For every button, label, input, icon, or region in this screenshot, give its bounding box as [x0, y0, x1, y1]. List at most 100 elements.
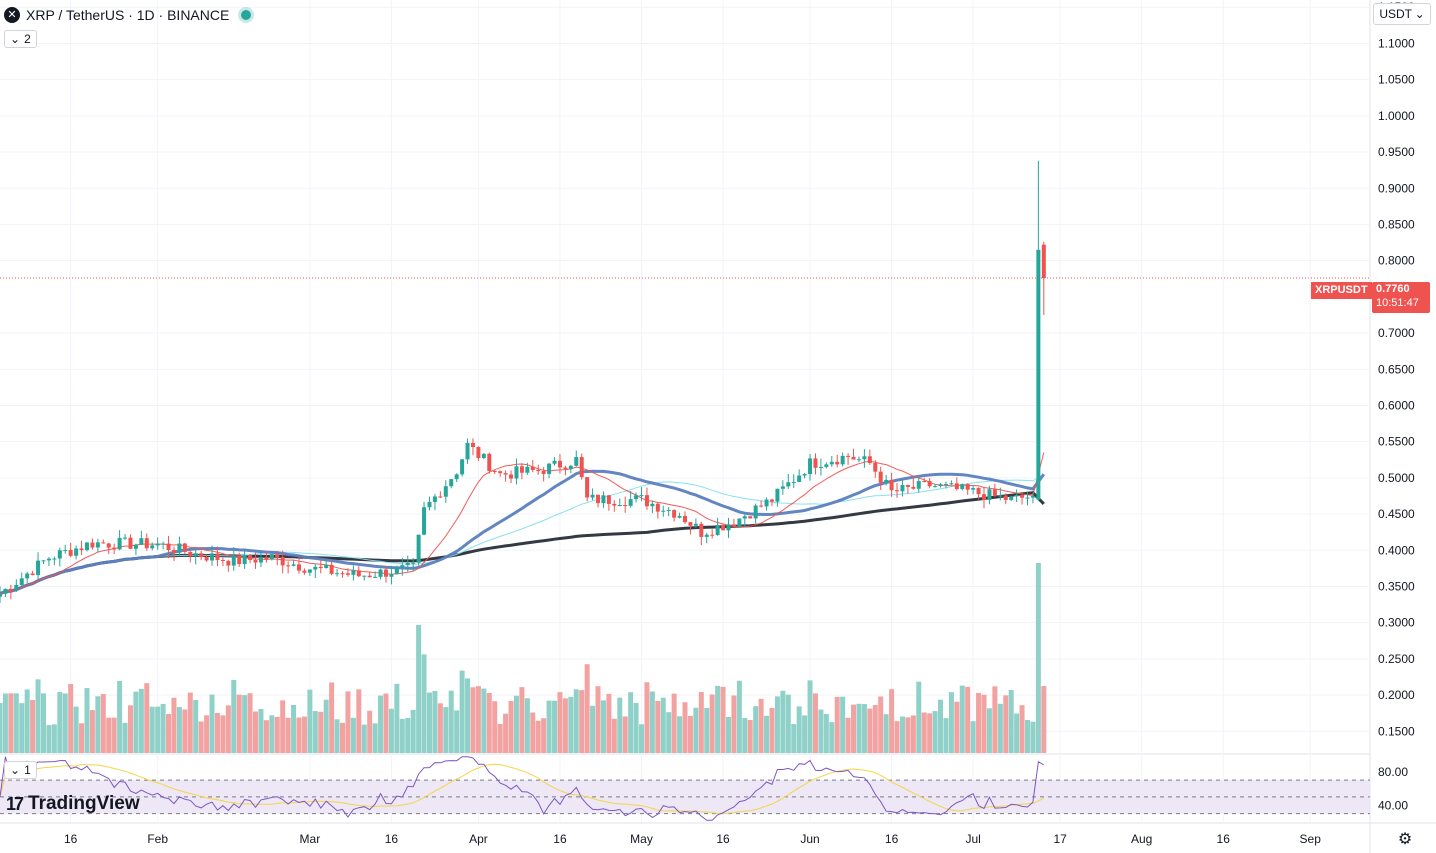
candle-body	[95, 542, 100, 548]
x-tick-label: 16	[553, 832, 567, 846]
candle-body	[460, 459, 465, 475]
candle-body	[1020, 495, 1025, 498]
volume-bar	[856, 703, 862, 753]
candle-body	[84, 542, 89, 551]
candle-body	[536, 470, 541, 472]
candle-body	[900, 484, 905, 492]
candle-body	[112, 547, 117, 550]
candle-body	[748, 516, 753, 519]
candle-body	[579, 457, 584, 478]
volume-bar	[405, 717, 411, 753]
candle-body	[525, 466, 530, 473]
x-tick-label: Apr	[469, 832, 488, 846]
volume-bar	[399, 718, 405, 753]
candle-body	[41, 560, 46, 562]
candle-body	[813, 458, 818, 468]
volume-bar	[62, 693, 68, 753]
candle-body	[139, 538, 144, 545]
volume-bar	[356, 689, 362, 753]
symbol-header[interactable]: ✕ XRP / TetherUS · 1D · BINANCE	[4, 4, 252, 26]
x-tick-label: Mar	[300, 832, 321, 846]
volume-bar	[176, 707, 182, 753]
volume-bar	[13, 693, 19, 753]
volume-bar	[242, 695, 248, 753]
volume-bar	[220, 715, 226, 753]
volume-bar	[519, 687, 525, 753]
volume-bar	[426, 692, 432, 753]
candle-body	[519, 466, 524, 473]
brand-name: TradingView	[28, 793, 140, 814]
candle-body	[432, 496, 437, 502]
candle-body	[25, 573, 30, 579]
volume-bar	[764, 715, 770, 753]
last-price-box: 0.7760 10:51:47	[1372, 282, 1430, 313]
candle-body	[655, 503, 660, 512]
volume-bar	[35, 679, 41, 753]
candle-body	[487, 453, 492, 472]
volume-bar	[899, 716, 905, 753]
volume-bar	[437, 703, 443, 753]
candle-body	[335, 573, 340, 575]
candle-body	[1036, 249, 1041, 500]
candle-body	[0, 593, 2, 597]
candle-body	[971, 488, 976, 490]
volume-bar	[883, 714, 889, 753]
y-tick-label: 1.0500	[1378, 73, 1415, 87]
candle-body	[481, 453, 486, 458]
volume-bar	[117, 680, 123, 753]
volume-bar	[731, 695, 737, 753]
volume-bar	[253, 711, 259, 753]
x-tick-label: 16	[885, 832, 899, 846]
candle-body	[808, 458, 813, 475]
volume-bar	[492, 701, 498, 753]
candle-body	[704, 534, 709, 537]
indicators-toggle-button[interactable]: ⌄ 2	[4, 30, 37, 48]
candle-body	[356, 570, 361, 577]
rsi-tick-label: 80.00	[1378, 765, 1408, 779]
y-tick-label: 1.1000	[1378, 36, 1415, 50]
volume-bar	[606, 693, 612, 753]
candle-body	[52, 558, 57, 560]
candle-body	[797, 475, 802, 482]
volume-bar	[231, 679, 237, 753]
volume-bar	[693, 707, 699, 753]
volume-bar	[372, 723, 378, 753]
volume-bar	[622, 716, 628, 753]
volume-bar	[263, 720, 269, 753]
settings-gear-icon[interactable]: ⚙	[1397, 831, 1413, 848]
volume-bar	[720, 686, 726, 753]
currency-select[interactable]: USDT ⌄	[1373, 3, 1431, 25]
rsi-count: 1	[24, 763, 31, 777]
bar-countdown: 10:51:47	[1376, 297, 1419, 309]
symbol-price-tag: XRPUSDT	[1311, 282, 1372, 299]
volume-bar	[834, 696, 840, 753]
rsi-moving-average	[0, 763, 1045, 814]
volume-bar	[280, 700, 286, 753]
candle-body	[155, 543, 160, 546]
volume-bar	[677, 716, 683, 753]
volume-bar	[861, 704, 867, 753]
volume-bar	[323, 699, 329, 753]
candle-body	[895, 490, 900, 492]
rsi-toggle-button[interactable]: ⌄ 1	[4, 761, 37, 779]
tradingview-brand[interactable]: 17 TradingView	[6, 793, 140, 815]
volume-bar	[160, 703, 166, 753]
rsi-band	[0, 780, 1370, 814]
candle-body	[764, 499, 769, 507]
volume-bar	[454, 710, 460, 753]
volume-bar	[84, 688, 90, 753]
volume-bar	[508, 700, 514, 753]
candle-body	[427, 501, 432, 508]
candle-body	[905, 484, 910, 487]
candle-body	[286, 565, 291, 567]
volume-bar	[905, 717, 911, 753]
volume-bar	[992, 686, 998, 753]
candle-body	[400, 565, 405, 568]
candle-body	[666, 510, 671, 512]
candle-body	[324, 564, 329, 569]
volume-bar	[660, 697, 666, 753]
candle-body	[818, 466, 823, 468]
x-tick-label: Aug	[1131, 832, 1152, 846]
candle-body	[998, 495, 1003, 497]
